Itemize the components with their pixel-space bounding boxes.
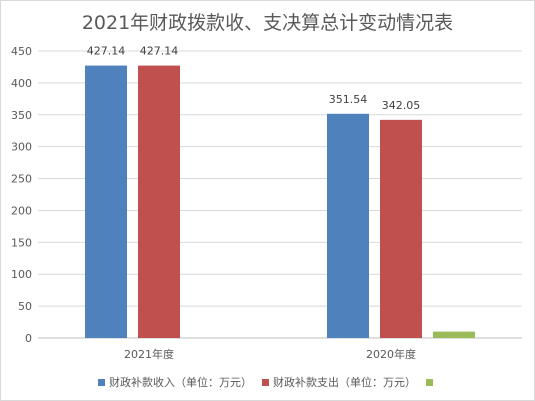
legend-label-income: 财政补款收入（单位：万元）: [109, 376, 252, 389]
legend-swatch-income: [98, 378, 105, 386]
chart-legend: 财政补款收入（单位：万元） 财政补款支出（单位：万元）: [0, 374, 535, 390]
bar: [380, 119, 422, 338]
y-tick-label: 0: [25, 332, 32, 345]
y-tick-label: 350: [11, 109, 32, 122]
legend-label-expense: 财政补款支出（单位：万元）: [273, 376, 416, 389]
y-tick-label: 250: [11, 173, 32, 186]
data-label: 427.14: [87, 45, 126, 58]
bar: [327, 113, 369, 339]
legend-item-income: 财政补款收入（单位：万元）: [98, 374, 252, 390]
bar: [138, 65, 180, 339]
x-category-label: 2020年度: [366, 347, 416, 361]
legend-item-series-3: [426, 378, 437, 386]
legend-swatch-series-3: [426, 378, 433, 386]
y-tick-label: 50: [18, 300, 32, 313]
bar: [433, 331, 475, 338]
data-label: 351.54: [329, 93, 368, 106]
y-tick-label: 100: [11, 268, 32, 281]
y-tick-label: 300: [11, 141, 32, 154]
chart-title: 2021年财政拨款收、支决算总计变动情况表: [81, 12, 454, 34]
data-label: 427.14: [140, 45, 179, 58]
y-tick-label: 150: [11, 236, 32, 249]
y-tick-label: 450: [11, 45, 32, 58]
y-tick-label: 200: [11, 204, 32, 217]
legend-swatch-expense: [262, 378, 269, 386]
bar: [85, 65, 127, 339]
y-tick-label: 400: [11, 77, 32, 90]
x-category-label: 2021年度: [124, 347, 174, 361]
legend-item-expense: 财政补款支出（单位：万元）: [262, 374, 416, 390]
data-label: 342.05: [382, 99, 421, 112]
